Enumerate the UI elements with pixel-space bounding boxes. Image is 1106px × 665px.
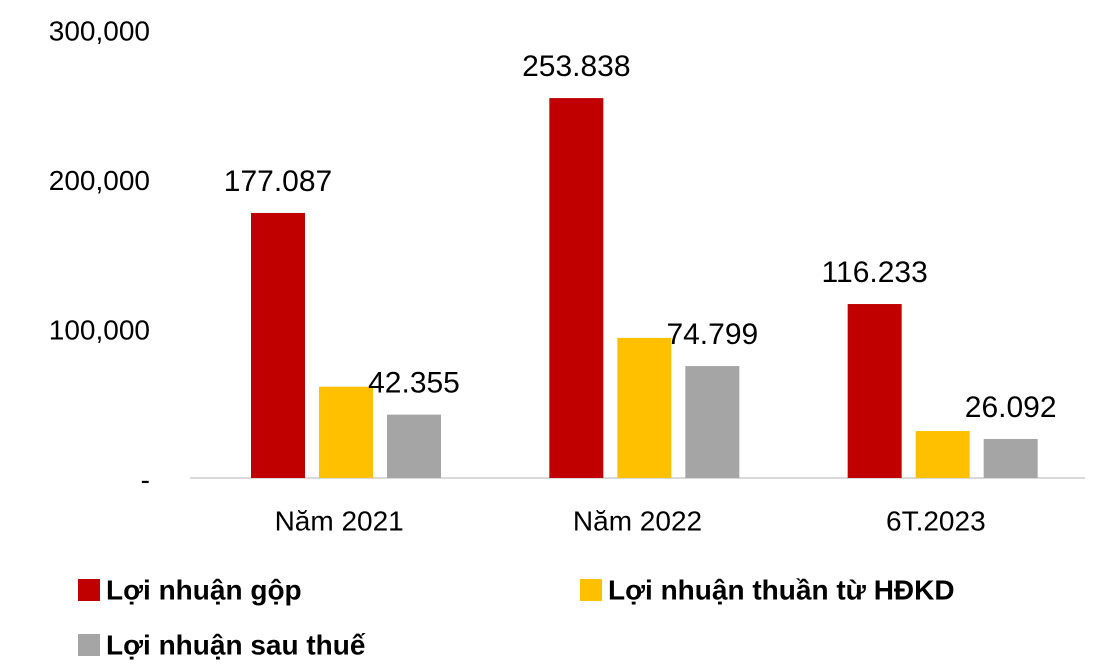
legend-swatch [580,579,602,601]
legend-label: Lợi nhuận thuần từ HĐKD [608,574,955,605]
data-label: 74.799 [666,318,758,351]
bar [617,337,672,478]
legend-swatch [78,634,100,656]
y-tick-label: 300,000 [49,15,150,46]
data-label: 42.355 [368,367,460,400]
legend-swatch [78,579,100,601]
y-tick-label: 100,000 [49,315,150,346]
legend-label: Lợi nhuận sau thuế [106,629,366,660]
x-tick-label: Năm 2022 [573,505,702,536]
legend-label: Lợi nhuận gộp [106,574,302,605]
bar [387,414,441,478]
y-tick-label: 200,000 [49,165,150,196]
bar [847,304,902,478]
bar [549,98,604,479]
bar [983,438,1038,478]
data-label: 116.233 [822,256,928,289]
x-tick-label: Năm 2021 [275,505,404,536]
bar [251,212,305,479]
data-label: 177.087 [224,165,332,198]
data-label: 26.092 [965,391,1057,424]
bar [319,386,373,478]
x-tick-label: 6T.2023 [886,505,986,536]
data-label: 253.838 [522,50,630,83]
y-tick-label: - [141,464,150,495]
bar [915,431,970,478]
bar [685,366,740,478]
